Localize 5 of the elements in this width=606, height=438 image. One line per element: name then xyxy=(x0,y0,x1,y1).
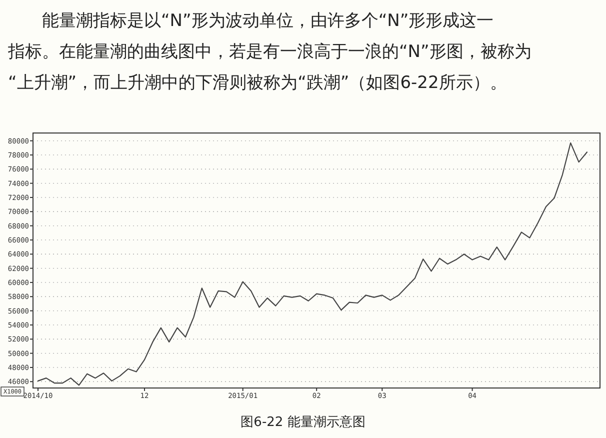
text: 指标。在能量潮的曲线图中，若是有一浪高于一浪的“N”形图，被称为 xyxy=(7,42,532,62)
line-series xyxy=(37,142,588,386)
text: “上升潮”，而上升潮中的下滑则被称为“跌潮”（如图6-22所示）。 xyxy=(8,73,507,93)
text: 能量潮指标是以“N”形为波动单位，由许多个“N”形形成这一 xyxy=(42,11,494,31)
text: 图6-22 能量潮示意图 xyxy=(240,415,366,430)
